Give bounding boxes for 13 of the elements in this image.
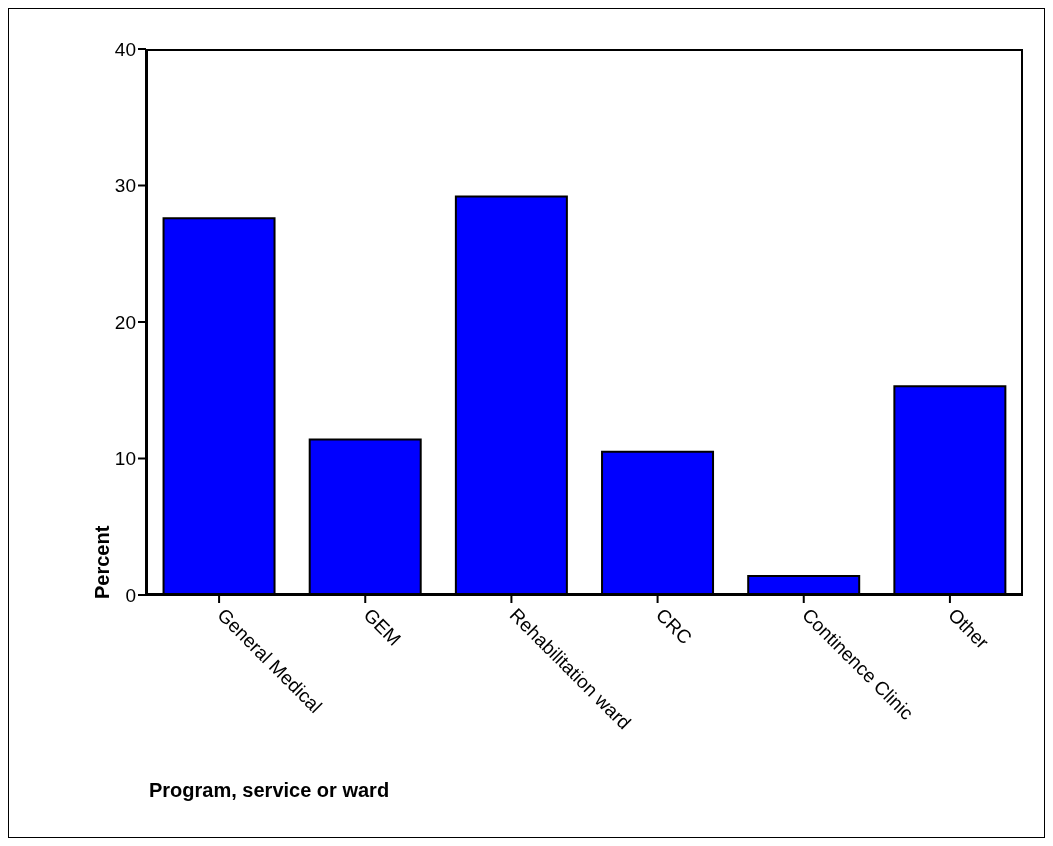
y-tick-label: 20	[114, 311, 136, 333]
bar	[162, 217, 276, 595]
x-axis-title: Program, service or ward	[149, 779, 390, 802]
bar	[308, 438, 422, 595]
y-tick-label: 10	[114, 448, 136, 470]
y-axis-title: Percent	[91, 525, 113, 599]
y-tick-label: 0	[125, 584, 136, 606]
y-tick-label: 30	[114, 175, 136, 197]
bar	[893, 385, 1007, 595]
bar	[601, 450, 715, 595]
bar	[747, 574, 861, 595]
y-tick-label: 40	[114, 38, 136, 60]
bar	[454, 195, 568, 595]
